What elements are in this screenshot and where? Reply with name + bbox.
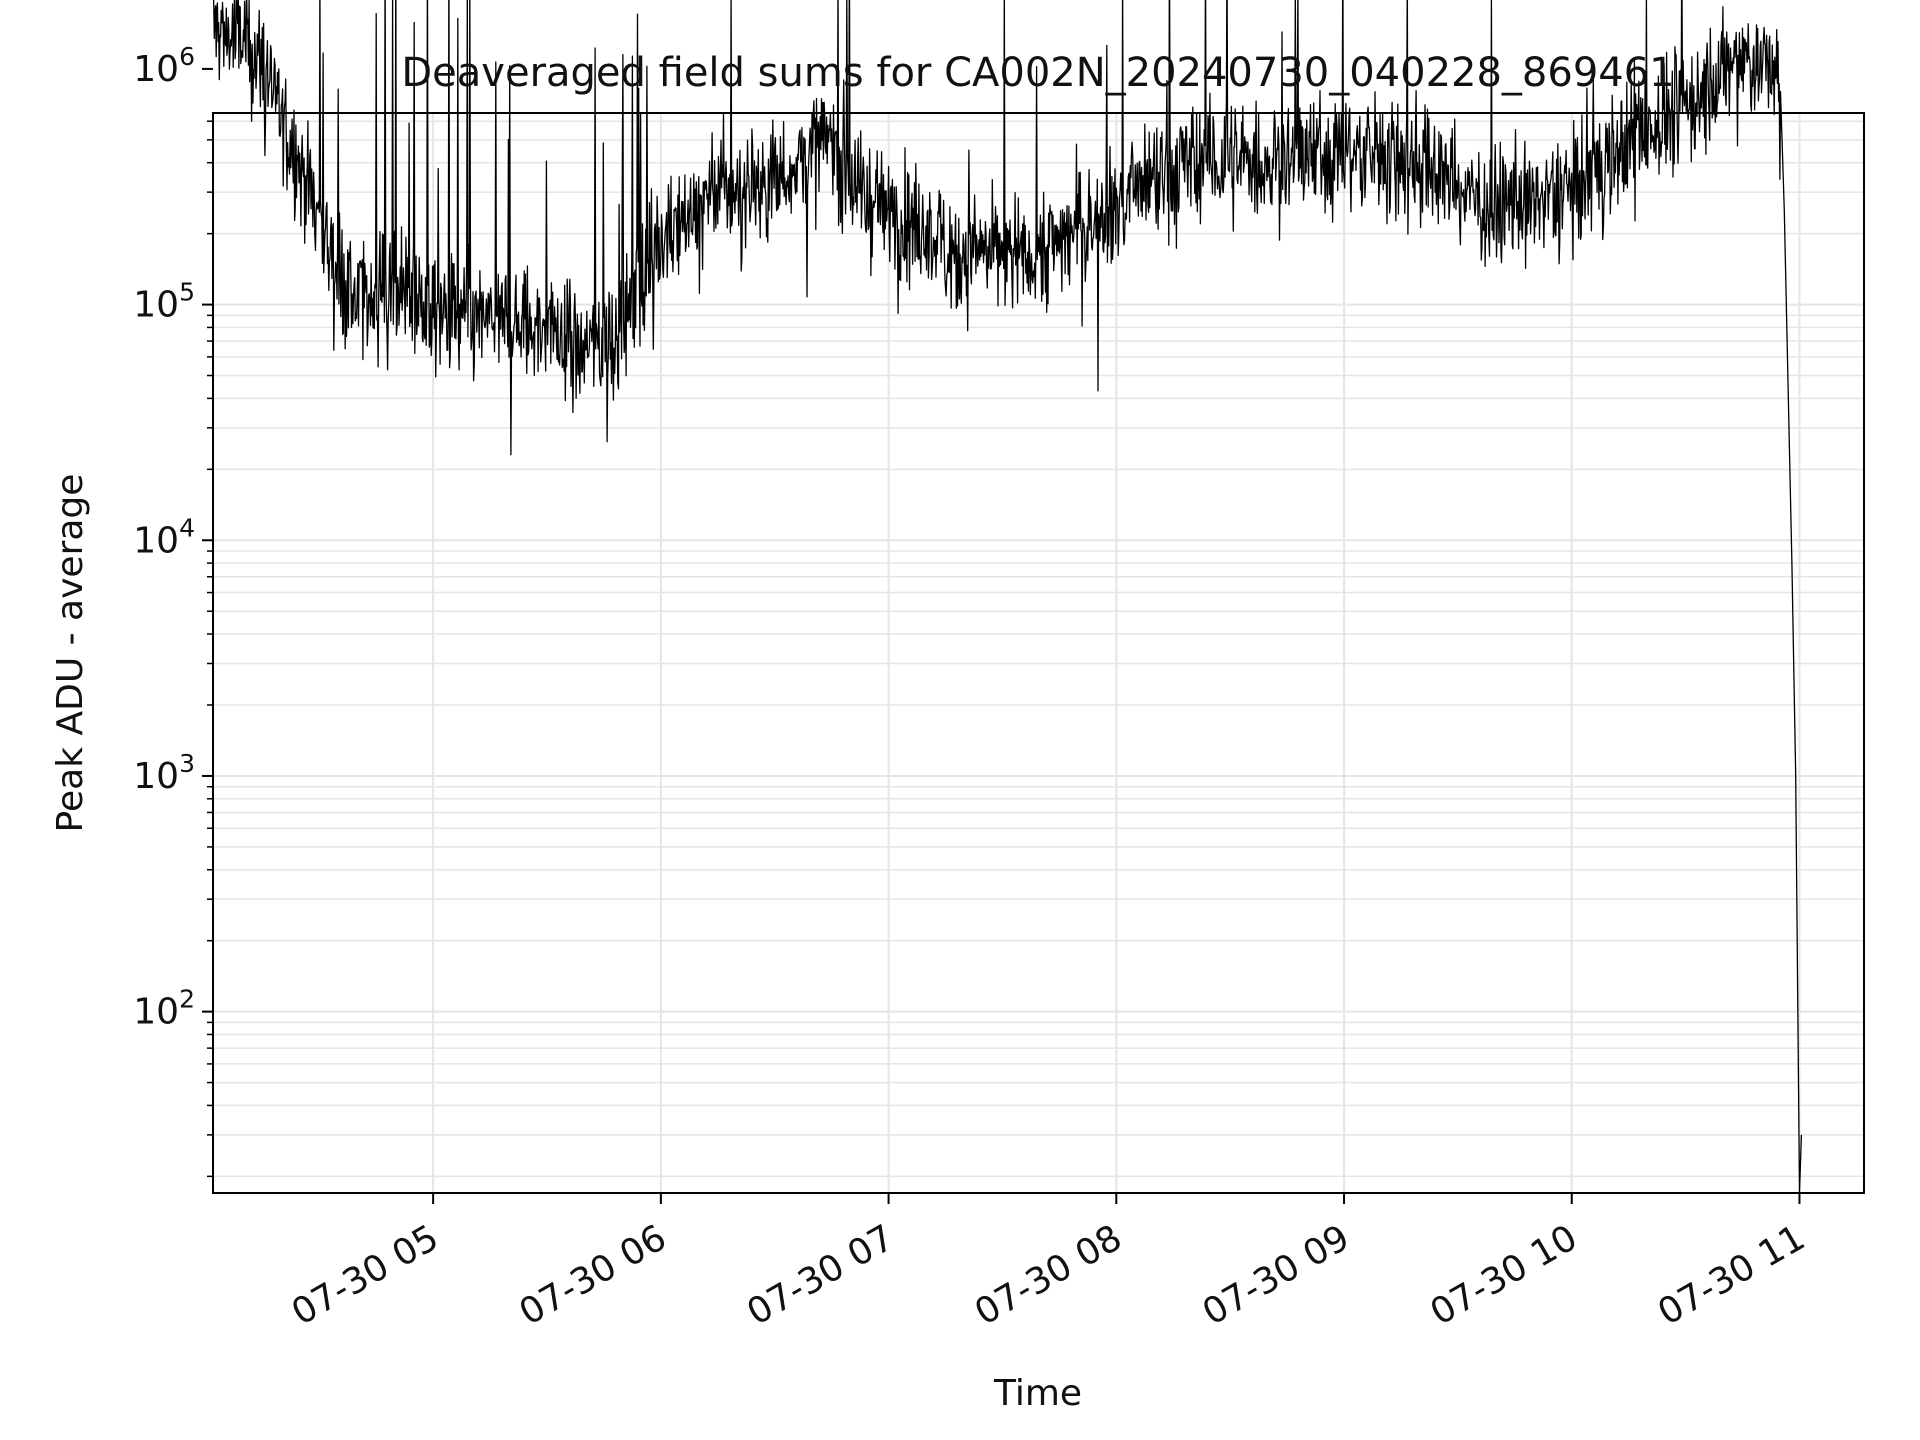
chart-title: Deaveraged field sums for CA002N_2024073… — [401, 50, 1674, 96]
y-tick-label: 103 — [133, 749, 195, 797]
y-axis-label: Peak ADU - average — [50, 474, 91, 833]
line-layer — [213, 0, 1803, 1194]
plot-frame — [212, 112, 1865, 1194]
x-axis-label: Time — [993, 1373, 1082, 1414]
series-line — [213, 0, 1803, 1194]
y-tick-label: 104 — [133, 513, 195, 561]
y-tick-label: 106 — [133, 42, 195, 90]
y-tick-label: 102 — [133, 985, 195, 1033]
y-tick-label: 105 — [133, 278, 195, 326]
